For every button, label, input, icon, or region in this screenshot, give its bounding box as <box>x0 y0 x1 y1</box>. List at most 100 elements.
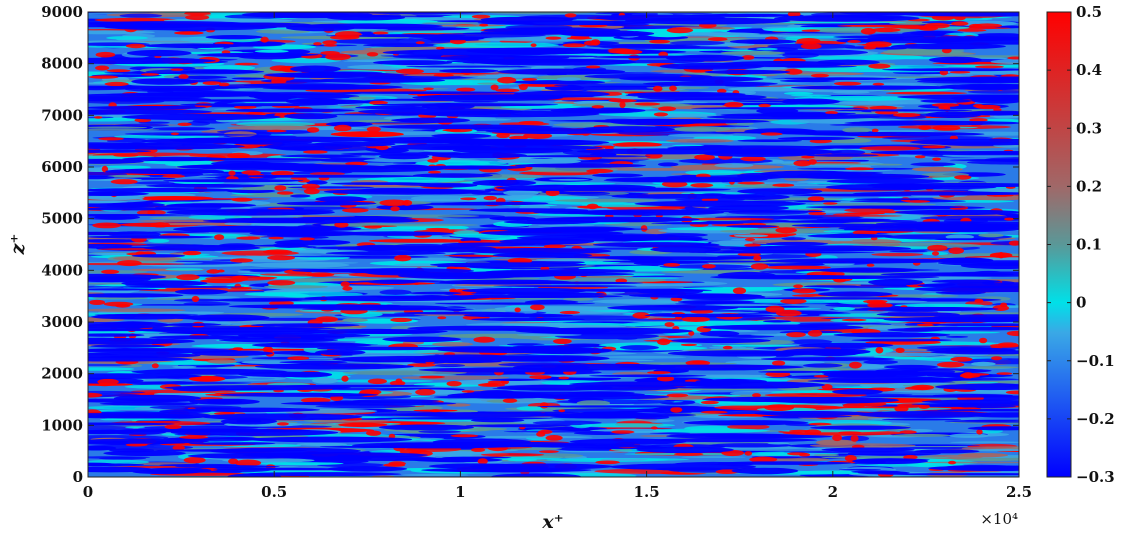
x-tick-label: 2.5 <box>1006 483 1032 501</box>
heatmap-streak <box>107 174 151 178</box>
heatmap-streak <box>646 318 686 320</box>
heatmap-streak <box>234 283 242 289</box>
heatmap-streak <box>931 103 960 107</box>
heatmap-streak <box>517 83 569 87</box>
heatmap-streak <box>792 288 817 294</box>
heatmap-streak <box>914 155 926 159</box>
heatmap-streak <box>322 40 338 45</box>
heatmap-streak <box>935 383 1019 391</box>
heatmap-streak <box>871 27 901 33</box>
heatmap-streak <box>490 84 499 91</box>
heatmap-streak <box>480 230 624 236</box>
heatmap-streak <box>560 450 641 453</box>
heatmap-streak <box>593 55 720 59</box>
heatmap-streak <box>423 87 434 91</box>
heatmap-streak <box>503 55 598 58</box>
heatmap-streak <box>727 424 770 430</box>
heatmap-streak <box>97 382 112 387</box>
heatmap-streak <box>88 392 103 398</box>
heatmap-streak <box>88 117 145 122</box>
heatmap-streak <box>878 196 903 199</box>
heatmap-streak <box>694 154 715 161</box>
heatmap-streak <box>461 390 475 393</box>
heatmap-streak <box>88 187 237 193</box>
heatmap-streak <box>390 317 412 323</box>
heatmap-streak <box>532 420 602 426</box>
heatmap-streak <box>654 438 818 443</box>
heatmap-streak <box>671 144 705 147</box>
colorbar-tick-label: 0.4 <box>1076 61 1102 79</box>
heatmap-streak <box>971 97 1019 104</box>
heatmap-streak <box>935 291 986 295</box>
heatmap-streak <box>430 262 587 268</box>
heatmap-streaks <box>88 12 1019 477</box>
heatmap-streak <box>423 346 538 351</box>
heatmap-streak <box>507 293 607 296</box>
heatmap-streak <box>920 215 1019 221</box>
heatmap-streak <box>883 364 939 370</box>
heatmap-streak <box>461 287 591 294</box>
heatmap-streak <box>533 210 656 215</box>
heatmap-streak <box>664 322 675 327</box>
y-tick-label: 9000 <box>41 3 83 21</box>
heatmap-streak <box>657 375 675 382</box>
heatmap-streak <box>390 206 400 212</box>
heatmap-streak <box>88 175 115 180</box>
heatmap-streak <box>780 348 871 356</box>
heatmap-streak <box>717 271 776 279</box>
heatmap-streak <box>572 102 693 108</box>
heatmap-streak <box>833 307 855 311</box>
heatmap-streak <box>720 194 790 200</box>
heatmap-streak <box>592 173 643 178</box>
heatmap-streak <box>88 308 186 312</box>
heatmap-streak <box>298 99 371 105</box>
heatmap-streak <box>359 389 382 395</box>
heatmap-streak <box>702 396 857 403</box>
heatmap-streak <box>650 426 658 430</box>
heatmap-streak <box>894 303 984 308</box>
heatmap-streak <box>1005 390 1019 395</box>
heatmap-streak <box>276 422 289 426</box>
heatmap-streak <box>944 419 1019 423</box>
heatmap-streak <box>432 342 474 347</box>
heatmap-streak <box>315 349 366 356</box>
heatmap-streak <box>893 433 951 437</box>
heatmap-streak <box>94 116 103 119</box>
heatmap-streak <box>834 81 862 86</box>
y-axis: 0 1000 2000 3000 4000 5000 6000 7000 8000 9000 <box>41 3 1019 486</box>
heatmap-streak <box>401 473 469 477</box>
heatmap-streak <box>152 127 216 130</box>
heatmap-streak <box>821 215 903 217</box>
heatmap-streak <box>188 442 276 445</box>
heatmap-streak <box>425 227 450 231</box>
heatmap-streak <box>849 361 862 369</box>
heatmap-streak <box>717 88 727 94</box>
heatmap-streak <box>751 262 825 267</box>
heatmap-streak <box>297 178 310 183</box>
colorbar: −0.3 −0.2 −0.1 0 0.1 0.2 0.3 0.4 0.5 <box>1046 3 1115 486</box>
heatmap-streak <box>833 332 951 338</box>
heatmap-streak <box>271 170 295 176</box>
heatmap-streak <box>666 227 759 231</box>
heatmap-streak <box>256 462 344 466</box>
heatmap-streak <box>412 173 493 178</box>
heatmap-streak <box>406 65 536 68</box>
heatmap-streak <box>257 291 363 298</box>
heatmap-streak <box>673 452 704 456</box>
heatmap-streak <box>477 458 488 465</box>
heatmap-streak <box>523 132 553 139</box>
heatmap-streak <box>756 47 778 51</box>
heatmap-streak <box>500 105 556 109</box>
heatmap-streak <box>427 158 439 163</box>
heatmap-streak <box>111 285 245 288</box>
heatmap-streak <box>619 345 659 351</box>
heatmap-streak <box>967 90 1019 94</box>
heatmap-streak <box>323 44 337 47</box>
heatmap-streak <box>767 442 790 445</box>
heatmap-streak <box>681 456 746 458</box>
heatmap-streak <box>163 179 304 183</box>
heatmap-streak <box>722 249 825 253</box>
heatmap-streak <box>138 121 170 124</box>
heatmap-streak <box>184 12 211 16</box>
heatmap-streak <box>170 132 179 136</box>
